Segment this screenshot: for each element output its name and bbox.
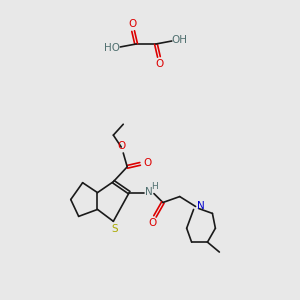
Text: N: N <box>197 202 204 212</box>
Text: S: S <box>111 224 118 234</box>
Text: N: N <box>145 187 153 196</box>
Text: O: O <box>117 141 125 151</box>
Text: O: O <box>143 158 151 168</box>
Text: O: O <box>128 19 136 29</box>
Text: H: H <box>152 182 158 191</box>
Text: OH: OH <box>172 35 188 45</box>
Text: O: O <box>149 218 157 228</box>
Text: HO: HO <box>104 43 120 53</box>
Text: O: O <box>156 59 164 69</box>
